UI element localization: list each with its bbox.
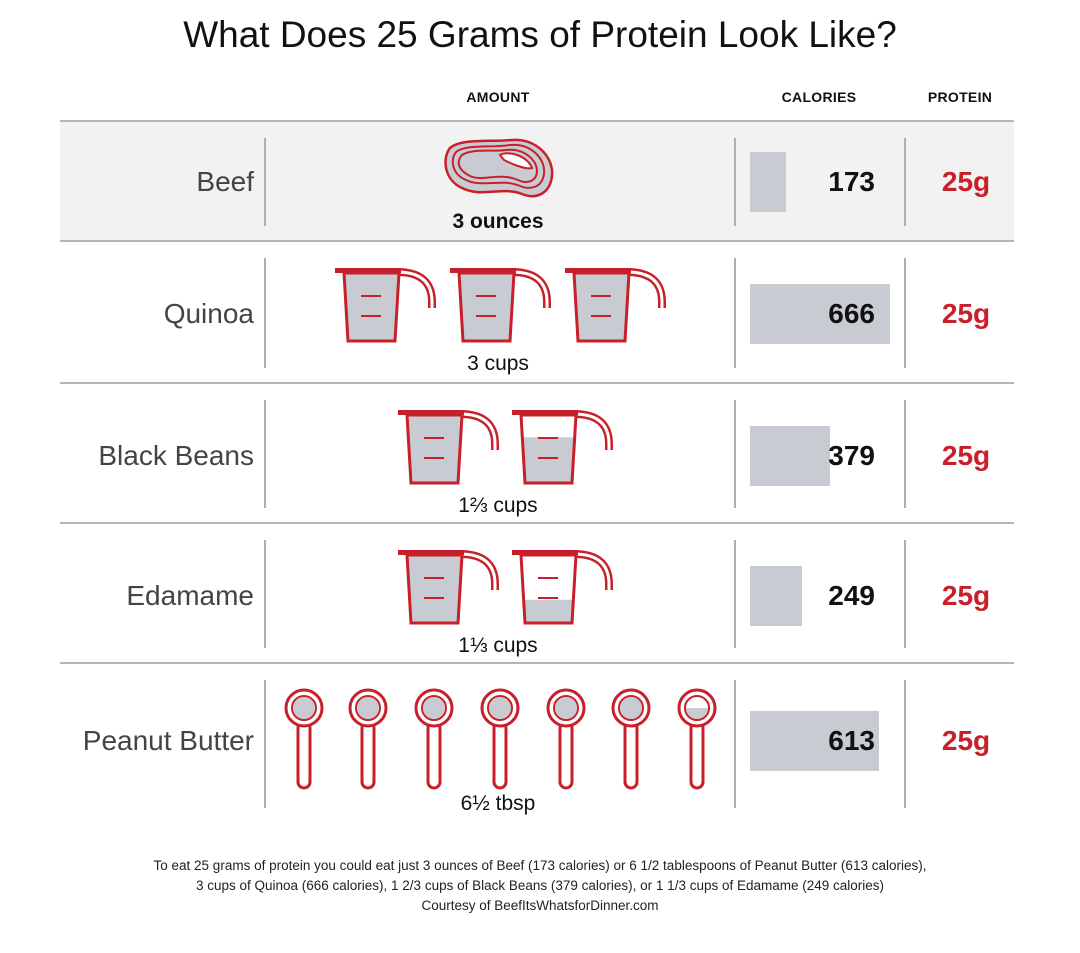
- food-name: Edamame: [126, 580, 254, 611]
- protein-value: 25g: [941, 166, 991, 197]
- divider: [264, 680, 266, 808]
- food-name: Peanut Butter: [82, 725, 254, 756]
- calorie-bar: [750, 566, 803, 626]
- tablespoon-icon: [284, 688, 324, 795]
- protein-value: 25g: [941, 580, 991, 611]
- header-amount: AMOUNT: [466, 89, 530, 105]
- tablespoon-icon: [348, 688, 388, 795]
- table-row: Quinoa 3 cups 666 2: [60, 240, 1014, 384]
- divider: [734, 258, 736, 368]
- tablespoon-icon: [677, 688, 717, 795]
- protein-value: 25g: [941, 298, 991, 329]
- divider: [904, 540, 906, 648]
- header-protein: PROTEIN: [927, 89, 993, 105]
- footer-credit: Courtesy of BeefItsWhatsforDinner.com: [421, 898, 659, 913]
- divider: [904, 258, 906, 368]
- calorie-bar: [750, 152, 787, 212]
- tablespoon-icon: [611, 688, 651, 795]
- food-name: Beef: [196, 166, 254, 197]
- amount-label: 1⅔ cups: [458, 494, 538, 517]
- footer-line-1: To eat 25 grams of protein you could eat…: [153, 858, 927, 873]
- table-row: Peanut Butter: [60, 662, 1014, 824]
- amount-label: 1⅓ cups: [458, 634, 538, 657]
- divider: [734, 540, 736, 648]
- amount-label: 3 cups: [467, 352, 529, 375]
- food-name: Black Beans: [98, 440, 254, 471]
- table-row: Edamame 1⅓ cups 249 25g: [60, 522, 1014, 664]
- tablespoon-icon: [480, 688, 520, 795]
- divider: [734, 400, 736, 508]
- measuring-cup-icon: [398, 550, 503, 633]
- amount-label: 6½ tbsp: [460, 792, 536, 815]
- divider: [904, 138, 906, 226]
- measuring-cup-icon: [565, 268, 670, 351]
- table-row: Black Beans 1⅔ cups 379 25g: [60, 382, 1014, 524]
- footer-line-2: 3 cups of Quinoa (666 calories), 1 2/3 c…: [195, 878, 885, 893]
- footer-note: To eat 25 grams of protein you could eat…: [30, 856, 1050, 916]
- divider: [264, 258, 266, 368]
- calorie-value: 249: [828, 580, 875, 611]
- calorie-bar: [750, 711, 879, 771]
- tablespoon-icon: [414, 688, 454, 795]
- calorie-value: 613: [828, 725, 875, 756]
- calorie-value: 666: [828, 298, 875, 329]
- calorie-value: 379: [828, 440, 875, 471]
- calorie-bar: [750, 284, 890, 344]
- protein-value: 25g: [941, 725, 991, 756]
- measuring-cup-icon: [398, 410, 503, 493]
- divider: [734, 680, 736, 808]
- measuring-cup-icon: [512, 550, 617, 633]
- header-calories: CALORIES: [781, 89, 857, 105]
- protein-value: 25g: [941, 440, 991, 471]
- measuring-cup-icon: [450, 268, 555, 351]
- table-row: Beef 3 ounces 173 25g: [60, 120, 1014, 242]
- divider: [264, 138, 266, 226]
- divider: [904, 680, 906, 808]
- calorie-value: 173: [828, 166, 875, 197]
- divider: [264, 400, 266, 508]
- divider: [264, 540, 266, 648]
- measuring-cup-icon: [512, 410, 617, 493]
- food-name: Quinoa: [163, 298, 254, 329]
- divider: [904, 400, 906, 508]
- divider: [734, 138, 736, 226]
- tablespoon-icon: [546, 688, 586, 795]
- chart-title: What Does 25 Grams of Protein Look Like?: [183, 14, 897, 55]
- steak-icon: [442, 138, 557, 205]
- measuring-cup-icon: [335, 268, 440, 351]
- amount-label: 3 ounces: [452, 210, 544, 233]
- calorie-bar: [750, 426, 830, 486]
